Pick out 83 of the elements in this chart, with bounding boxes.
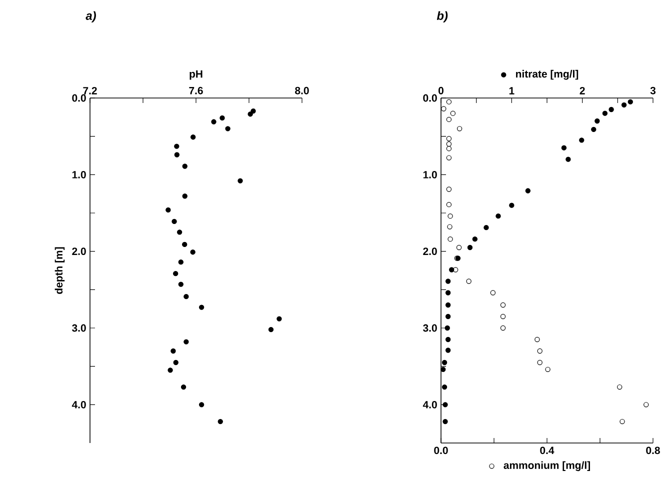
point [446, 146, 452, 152]
point [446, 136, 452, 142]
x2-tick-label: 0 [438, 86, 444, 94]
x-axis-title: pH [190, 70, 202, 80]
y-tick-label: 1.0 [423, 170, 437, 178]
point [456, 126, 462, 132]
point [176, 230, 182, 235]
point [190, 134, 196, 140]
point [248, 112, 253, 117]
point [448, 236, 453, 242]
point [238, 178, 243, 184]
point [173, 360, 178, 366]
y-tick-label: 0.0 [72, 94, 86, 102]
point [617, 384, 622, 390]
point [182, 164, 188, 169]
point [180, 384, 186, 390]
y-tick-label: 3.0 [423, 324, 437, 332]
x-tick-label: 8.0 [295, 86, 309, 94]
point [490, 290, 496, 296]
chart-title: b) [436, 11, 448, 22]
y-axis-title: depth [m] [54, 247, 65, 294]
x-axis-title: ammonium [mg/l] [504, 461, 590, 472]
point [500, 314, 506, 320]
point [446, 99, 452, 104]
point [450, 110, 456, 116]
point [173, 270, 178, 276]
x-tick-label: 0.0 [434, 446, 448, 454]
y-tick-label: 2.0 [72, 248, 86, 256]
point [198, 304, 204, 310]
point [500, 302, 506, 308]
point [170, 348, 176, 354]
point [537, 360, 542, 366]
point [620, 418, 625, 424]
y-tick-label: 4.0 [72, 400, 86, 408]
point [225, 126, 230, 132]
x2-tick-label: 3 [650, 86, 656, 94]
y-tick-label: 2.0 [423, 248, 437, 256]
point [466, 278, 472, 284]
point [447, 224, 452, 230]
point [190, 250, 196, 255]
point [178, 259, 184, 265]
point [456, 244, 462, 250]
point [198, 402, 204, 408]
chart-title: a) [86, 11, 96, 22]
point [446, 116, 452, 122]
point [500, 325, 506, 331]
point [644, 402, 649, 408]
x-tick-label: 0.8 [646, 446, 660, 454]
point [441, 106, 446, 112]
point [172, 218, 177, 224]
point [545, 366, 550, 372]
x-tick-label: 7.2 [83, 87, 97, 94]
y-tick-label: 1.0 [72, 170, 86, 178]
point [182, 242, 188, 248]
point [184, 339, 189, 344]
point [220, 115, 225, 121]
point [446, 186, 452, 192]
point [182, 194, 188, 199]
point [448, 213, 453, 219]
point [184, 294, 189, 300]
point [268, 326, 274, 332]
point [250, 108, 256, 114]
y-tick-label: 3.0 [72, 324, 86, 332]
point [537, 348, 542, 354]
point [446, 202, 452, 208]
point [211, 119, 216, 124]
point [166, 207, 171, 213]
y-tick-label: 4.0 [422, 400, 437, 408]
x-tick-label: 0.4 [540, 446, 554, 454]
x2-tick-label: 1 [509, 87, 514, 94]
point [174, 152, 180, 158]
point [534, 336, 540, 342]
point [276, 316, 282, 322]
point [446, 155, 452, 160]
x2-tick-label: 2 [580, 87, 585, 94]
point [446, 141, 452, 147]
point [174, 144, 180, 149]
point [168, 368, 173, 373]
point [178, 282, 184, 287]
point [218, 418, 223, 424]
y-tick-label: 0.0 [423, 94, 437, 102]
x-tick-label: 7.6 [189, 86, 203, 94]
x2-axis-title: nitrate [mg/l] [516, 70, 578, 80]
